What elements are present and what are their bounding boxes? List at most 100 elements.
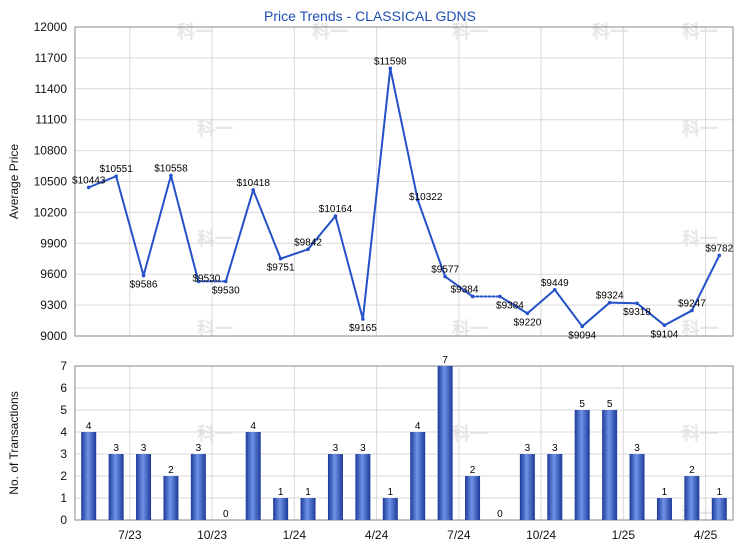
price-point [278, 256, 283, 261]
watermark-text: 科一 [592, 21, 628, 43]
watermark-text: 科一 [177, 21, 213, 43]
transaction-data-label: 3 [360, 443, 366, 454]
transaction-bar [465, 476, 481, 520]
line-chart-y-axis-label: Average Price [7, 144, 21, 219]
price-data-label: $9384 [451, 284, 479, 295]
transaction-data-label: 0 [223, 509, 229, 520]
transaction-bar [81, 432, 97, 520]
transaction-data-label: 3 [333, 443, 339, 454]
watermark-text: 科一 [197, 423, 233, 445]
price-point [196, 279, 201, 284]
transaction-bar [437, 366, 453, 520]
price-point [223, 279, 228, 284]
price-data-label: $10551 [99, 164, 133, 175]
line-chart-y-tick: 10200 [34, 205, 68, 219]
price-point [388, 66, 393, 71]
transaction-data-label: 2 [689, 465, 695, 476]
transaction-bar [136, 454, 152, 520]
price-data-labels: $10443$10551 $9586 $10558 $9530$9530 $10418 $… [72, 56, 734, 341]
bar-chart-y-tick: 0 [60, 513, 67, 527]
price-data-label: $9842 [294, 237, 322, 248]
price-data-label: $9782 [705, 243, 733, 254]
line-chart-y-tick: 11700 [35, 51, 68, 65]
watermark-text: 科一 [682, 228, 718, 250]
transaction-data-label: 1 [388, 487, 394, 498]
transaction-data-label: 4 [86, 421, 92, 432]
transaction-data-label: 1 [305, 487, 311, 498]
line-chart-y-tick: 10800 [34, 144, 68, 158]
bar-chart-y-tick: 5 [60, 403, 67, 417]
line-chart-y-tick: 9000 [40, 329, 67, 343]
bar-chart-y-tick: 7 [60, 359, 67, 373]
transactions-data-labels: 4 3 3 2 3 0 4 1 1 3 3 1 4 7 2 0 3 3 5 5 3 1 2 1 [86, 355, 723, 520]
transaction-bar [163, 476, 179, 520]
price-data-label: $9384 [496, 300, 524, 311]
x-axis-tick-label: 1/24 [283, 528, 307, 542]
watermark-text: 科一 [197, 228, 233, 250]
line-chart-y-tick: 10500 [34, 175, 68, 189]
transaction-bar [327, 454, 343, 520]
price-data-label: $9247 [678, 299, 706, 310]
price-point [306, 247, 310, 252]
price-point [470, 294, 475, 299]
x-axis-tick-label: 4/25 [694, 528, 718, 542]
price-point [690, 308, 694, 313]
price-line-segment [224, 188, 255, 283]
price-line-segment [608, 301, 639, 305]
x-axis-tick-label: 10/23 [197, 528, 227, 542]
transaction-bar [602, 410, 618, 520]
watermark-text: 科一 [682, 318, 718, 340]
price-data-label: $9586 [130, 280, 158, 291]
transaction-bar [684, 476, 700, 520]
transaction-bar [629, 454, 645, 520]
transactions-series [81, 366, 727, 520]
transaction-data-label: 5 [607, 399, 613, 410]
price-data-label: $11598 [374, 56, 407, 67]
bar-chart-y-tick: 3 [60, 447, 67, 461]
line-chart-y-tick: 11100 [35, 113, 67, 127]
transaction-bar [245, 432, 261, 520]
transaction-data-label: 5 [579, 399, 585, 410]
transaction-bar [300, 498, 316, 520]
bar-chart-plot-area [74, 365, 734, 521]
transaction-data-label: 4 [415, 421, 421, 432]
price-point [552, 287, 557, 292]
transaction-bar [190, 454, 206, 520]
chart-title: Price Trends - CLASSICAL GDNS [264, 8, 476, 24]
transaction-data-label: 3 [113, 443, 119, 454]
line-chart-y-tick: 9600 [40, 267, 67, 281]
transaction-data-label: 3 [196, 443, 202, 454]
line-chart-y-tick: 12000 [34, 20, 68, 34]
transaction-bar [108, 454, 124, 520]
price-line-segment [307, 215, 337, 251]
price-line-segment [498, 295, 529, 315]
price-point [717, 253, 722, 258]
price-point [662, 323, 667, 328]
price-data-label: $10418 [237, 178, 271, 189]
price-line-segment [636, 302, 666, 327]
watermark-text: 科一 [452, 423, 488, 445]
price-line-segment [416, 198, 447, 278]
price-data-label: $10164 [319, 204, 353, 215]
bar-chart-y-axis-label: No. of Transactions [7, 391, 21, 494]
watermark-text: 科一 [452, 318, 488, 340]
transaction-bar [382, 498, 398, 520]
price-point [498, 294, 502, 299]
price-point [169, 173, 173, 178]
watermark-text: 科一 [452, 21, 488, 43]
transaction-bar [656, 498, 672, 520]
price-data-label: $10322 [409, 192, 443, 203]
line-chart-panel: Price Trends - CLASSICAL GDNS 9000 9300 96… [7, 8, 734, 343]
transaction-data-label: 7 [442, 355, 448, 366]
price-line-segment [142, 174, 172, 277]
price-point [141, 273, 146, 278]
x-axis-tick-label: 1/25 [612, 528, 636, 542]
line-chart-y-tick-labels: 9000 9300 9600 9900 10200 10500 10800 11100 1140… [34, 20, 68, 343]
watermark-text: 科一 [682, 118, 718, 140]
price-data-label: $9094 [568, 330, 596, 341]
transaction-data-label: 3 [141, 443, 147, 454]
line-chart-y-tick: 9300 [40, 298, 67, 312]
x-axis-tick-labels: 7/23 10/23 1/24 4/24 7/24 10/24 1/25 4/25 [118, 528, 717, 542]
price-data-label: $9751 [267, 263, 295, 274]
price-line-segment [581, 301, 611, 328]
